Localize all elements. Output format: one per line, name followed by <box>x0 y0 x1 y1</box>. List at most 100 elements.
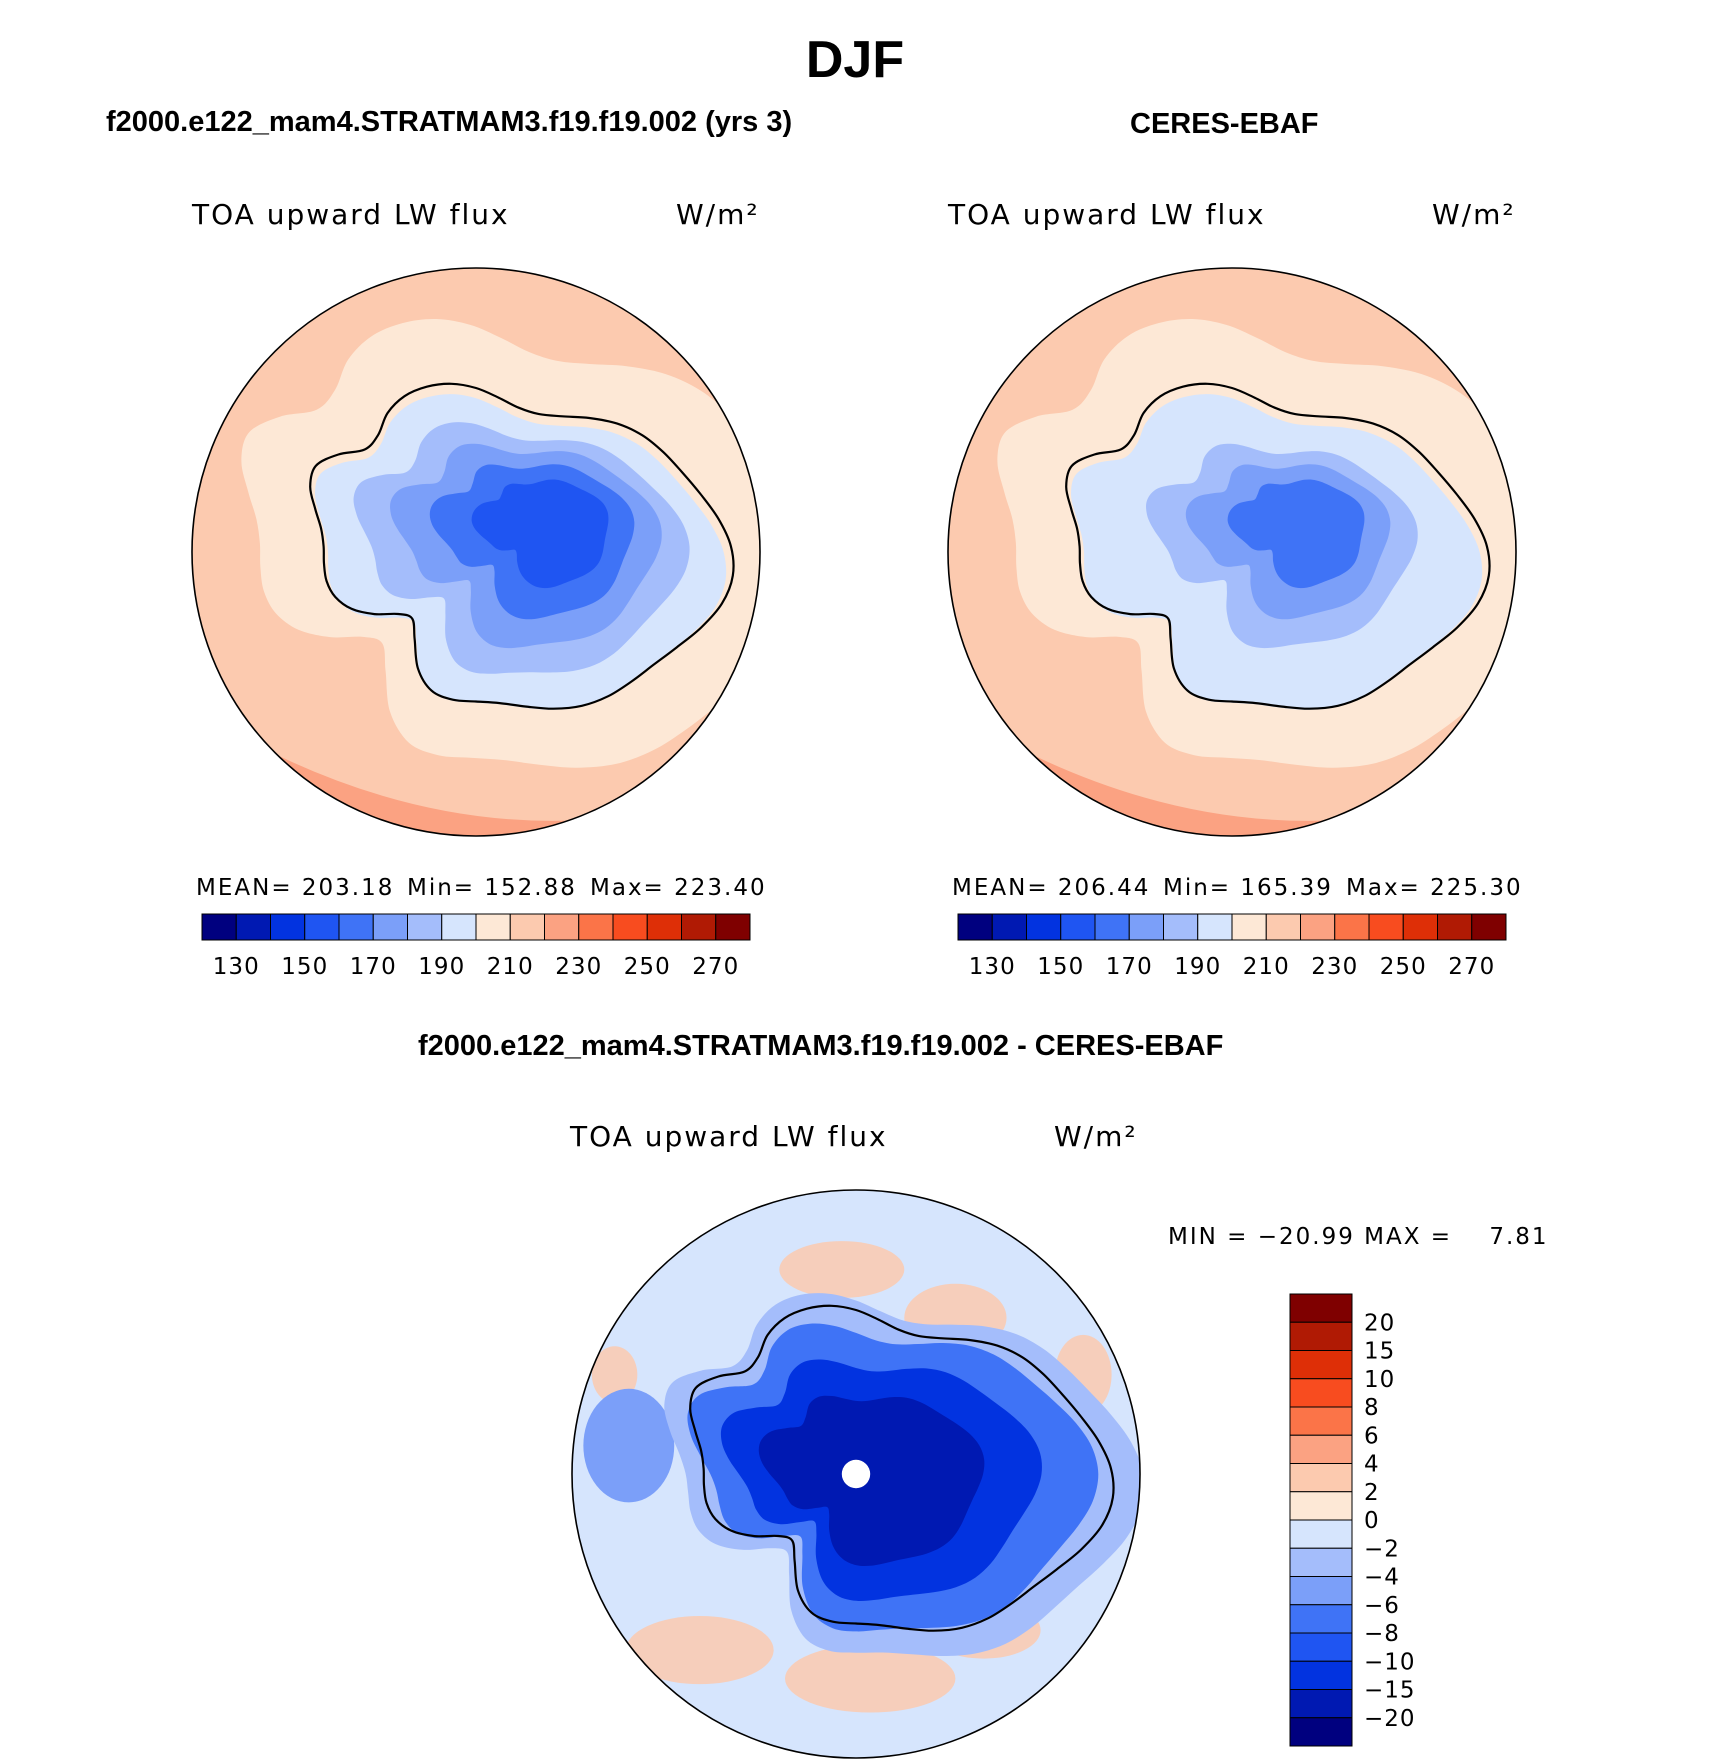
panel-2-variable-label: TOA upward LW flux <box>948 198 1266 231</box>
map-boundary-circle <box>947 267 1517 837</box>
antarctica-coastline <box>1065 382 1491 710</box>
colorbar-tick-label: 6 <box>1364 1423 1380 1449</box>
panel-3-minmax-label: MIN = −20.99 MAX = 7.81 <box>1168 1224 1549 1250</box>
map-field-layer <box>192 268 760 836</box>
map-boundary-circle <box>191 267 761 837</box>
colorbar-tick-label: 130 <box>213 954 260 980</box>
colorbar-tick-label: −6 <box>1364 1593 1400 1619</box>
panel-3-units-label: W/m² <box>1054 1120 1138 1153</box>
colorbar-swatch-2 <box>1289 1321 1353 1351</box>
colorbar-tick-label: 4 <box>1364 1452 1380 1478</box>
colorbar-tick-label: 150 <box>281 954 328 980</box>
panel-1-colorbar: 130 150 170 190 210 230 250 270 <box>201 913 751 980</box>
colorbar-swatch-10 <box>509 913 545 941</box>
panel-1-min-label: Min= 152.88 <box>407 875 577 901</box>
colorbar-tick-label: 210 <box>1243 954 1290 980</box>
colorbar-tick-label: 270 <box>1448 954 1495 980</box>
antarctica-coastline <box>689 1304 1115 1632</box>
colorbar-swatch-14 <box>1289 1660 1353 1690</box>
colorbar-swatch-10 <box>1289 1547 1353 1577</box>
colorbar-tick-label: 210 <box>487 954 534 980</box>
colorbar-tick-label: −4 <box>1364 1565 1400 1591</box>
panel-1-units-label: W/m² <box>676 198 760 231</box>
colorbar-swatch-10 <box>1265 913 1301 941</box>
panel-2-case-title: CERES-EBAF <box>1130 108 1319 140</box>
colorbar-swatch-2 <box>235 913 271 941</box>
panel-2-polar-map <box>947 267 1517 837</box>
colorbar-tick-label: 230 <box>1311 954 1358 980</box>
colorbar-tick-label: −10 <box>1364 1649 1416 1675</box>
colorbar-swatch-3 <box>270 913 306 941</box>
colorbar-swatch-8 <box>1197 913 1233 941</box>
colorbar-swatch-1 <box>201 913 237 941</box>
panel-3-case-title: f2000.e122_mam4.STRATMAM3.f19.f19.002 - … <box>418 1030 1224 1062</box>
positive-anomaly-7 <box>591 1346 638 1403</box>
colorbar-swatch-5 <box>338 913 374 941</box>
colorbar-swatch-16 <box>1471 913 1507 941</box>
colorbar-tick-label: −8 <box>1364 1621 1400 1647</box>
colorbar-swatch-16 <box>1289 1717 1353 1747</box>
colorbar-tick-label: 250 <box>1380 954 1427 980</box>
colorbar-swatch-8 <box>441 913 477 941</box>
colorbar-swatch-12 <box>578 913 614 941</box>
colorbar-tick-label: 250 <box>624 954 671 980</box>
colorbar-tick-label: −15 <box>1364 1678 1416 1704</box>
colorbar-tick-label: 230 <box>555 954 602 980</box>
colorbar-tick-label: −2 <box>1364 1536 1400 1562</box>
positive-anomaly-5 <box>785 1644 956 1713</box>
colorbar-tick-label: 15 <box>1364 1339 1395 1365</box>
colorbar-tick-label: 20 <box>1364 1310 1395 1336</box>
colorbar-swatch-5 <box>1289 1406 1353 1436</box>
map-field-layer <box>572 1190 1140 1758</box>
panel-2-min-label: Min= 165.39 <box>1163 875 1333 901</box>
colorbar-swatch-3 <box>1289 1350 1353 1380</box>
colorbar-swatch-6 <box>1289 1434 1353 1464</box>
colorbar-swatch-15 <box>681 913 717 941</box>
colorbar-tick-label: 190 <box>418 954 465 980</box>
colorbar-tick-label: 0 <box>1364 1508 1380 1534</box>
colorbar-swatch-14 <box>1402 913 1438 941</box>
panel-2-colorbar: 130 150 170 190 210 230 250 270 <box>957 913 1507 980</box>
colorbar-swatch-2 <box>991 913 1027 941</box>
colorbar-swatch-6 <box>1128 913 1164 941</box>
colorbar-swatch-13 <box>612 913 648 941</box>
panel-1-max-label: Max= 223.40 <box>590 875 767 901</box>
panel-2-units-label: W/m² <box>1432 198 1516 231</box>
map-boundary-circle <box>571 1189 1141 1759</box>
panel-3-polar-map <box>571 1189 1141 1759</box>
ice-contour-5 <box>1227 479 1365 589</box>
panel-2-max-label: Max= 225.30 <box>1346 875 1523 901</box>
positive-anomaly-1 <box>779 1241 905 1298</box>
colorbar-swatch-9 <box>475 913 511 941</box>
colorbar-swatch-16 <box>715 913 751 941</box>
colorbar-swatch-4 <box>1289 1378 1353 1408</box>
colorbar-swatch-6 <box>372 913 408 941</box>
colorbar-tick-label: −20 <box>1364 1706 1416 1732</box>
colorbar-tick-label: 10 <box>1364 1367 1395 1393</box>
pole-missing-value <box>841 1459 871 1489</box>
colorbar-swatch-7 <box>1289 1463 1353 1493</box>
colorbar-swatch-1 <box>957 913 993 941</box>
colorbar-swatch-14 <box>646 913 682 941</box>
map-field-layer <box>948 268 1516 836</box>
colorbar-tick-label: 170 <box>350 954 397 980</box>
colorbar-swatch-13 <box>1289 1632 1353 1662</box>
colorbar-tick-label: 150 <box>1037 954 1084 980</box>
colorbar-swatch-11 <box>544 913 580 941</box>
colorbar-tick-label: 2 <box>1364 1480 1380 1506</box>
panel-1-mean-label: MEAN= 203.18 <box>196 875 395 901</box>
colorbar-swatch-15 <box>1437 913 1473 941</box>
colorbar-swatch-1 <box>1289 1293 1353 1323</box>
page-title: DJF <box>805 31 905 89</box>
colorbar-tick-label: 170 <box>1106 954 1153 980</box>
positive-anomaly-4 <box>625 1616 774 1685</box>
colorbar-swatch-9 <box>1289 1519 1353 1549</box>
colorbar-swatch-12 <box>1334 913 1370 941</box>
panel-1-polar-map <box>191 267 761 837</box>
colorbar-swatch-5 <box>1094 913 1130 941</box>
ice-contour-5 <box>471 479 609 589</box>
colorbar-swatch-13 <box>1368 913 1404 941</box>
colorbar-swatch-3 <box>1026 913 1062 941</box>
colorbar-tick-label: 270 <box>692 954 739 980</box>
